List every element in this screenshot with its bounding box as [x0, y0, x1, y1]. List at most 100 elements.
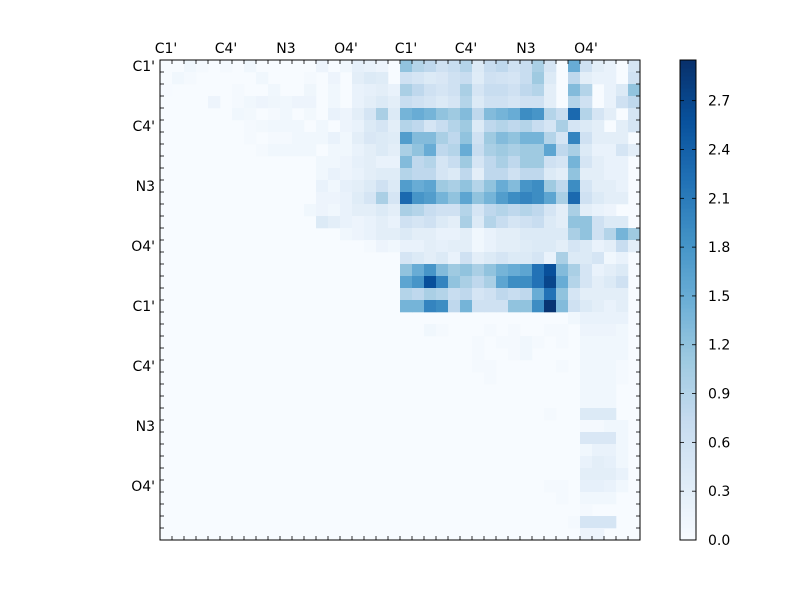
colorbar-tick-label: 1.2	[708, 338, 730, 354]
heatmap-cell	[604, 240, 617, 253]
heatmap-cell	[580, 312, 593, 325]
heatmap-cell	[484, 216, 497, 229]
colorbar-segment	[680, 268, 696, 273]
heatmap-cell	[580, 516, 593, 529]
heatmap-cell	[328, 108, 341, 121]
heatmap-cell	[436, 60, 449, 73]
heatmap-cell	[520, 300, 533, 313]
heatmap-cell	[556, 120, 569, 133]
heatmap-cell	[496, 228, 509, 241]
heatmap-cell	[436, 84, 449, 97]
heatmap-cell	[340, 168, 353, 181]
heatmap-cell	[280, 96, 293, 109]
heatmap-cell	[580, 528, 593, 541]
heatmap-cell	[364, 120, 377, 133]
heatmap-cell	[436, 168, 449, 181]
heatmap-cell	[376, 72, 389, 85]
heatmap-cell	[556, 144, 569, 157]
heatmap-cell	[496, 168, 509, 181]
heatmap-cell	[568, 192, 581, 205]
heatmap-cell	[484, 324, 497, 337]
heatmap-cell	[604, 468, 617, 481]
heatmap-cell	[556, 132, 569, 145]
heatmap-cell	[388, 156, 401, 169]
colorbar-segment	[680, 288, 696, 293]
heatmap-cell	[364, 168, 377, 181]
heatmap-cell	[316, 132, 329, 145]
colorbar-tick-label: 0.6	[708, 435, 730, 451]
heatmap-cell	[448, 84, 461, 97]
heatmap-cell	[628, 228, 641, 241]
heatmap-cell	[592, 480, 605, 493]
heatmap-cell	[400, 240, 413, 253]
heatmap-cell	[436, 192, 449, 205]
colorbar-segment	[680, 308, 696, 313]
heatmap-cell	[508, 288, 521, 301]
heatmap-cell	[580, 384, 593, 397]
heatmap-cell	[532, 156, 545, 169]
heatmap-cell	[496, 216, 509, 229]
colorbar-segment	[680, 408, 696, 413]
heatmap-cell	[340, 60, 353, 73]
heatmap-cell	[496, 132, 509, 145]
heatmap-cell	[388, 228, 401, 241]
heatmap-cell	[460, 252, 473, 265]
heatmap-cell	[424, 84, 437, 97]
heatmap-cell	[592, 144, 605, 157]
colorbar-segment	[680, 332, 696, 337]
heatmap-cell	[184, 60, 197, 73]
colorbar-segment	[680, 152, 696, 157]
heatmap-cell	[604, 144, 617, 157]
heatmap-cell	[544, 228, 557, 241]
heatmap-cell	[580, 504, 593, 517]
heatmap-cell	[628, 240, 641, 253]
heatmap-cell	[280, 144, 293, 157]
heatmap-cell	[472, 144, 485, 157]
heatmap-cell	[424, 252, 437, 265]
heatmap-cell	[508, 96, 521, 109]
heatmap-cell	[328, 192, 341, 205]
heatmap-cell	[352, 144, 365, 157]
colorbar-segment	[680, 476, 696, 481]
colorbar-segment	[680, 184, 696, 189]
heatmap-cell	[376, 144, 389, 157]
colorbar-segment	[680, 468, 696, 473]
heatmap-cell	[604, 444, 617, 457]
heatmap-cell	[436, 276, 449, 289]
colorbar-segment	[680, 160, 696, 165]
heatmap-cell	[592, 108, 605, 121]
heatmap-cell	[292, 120, 305, 133]
heatmap-cell	[580, 480, 593, 493]
heatmap-cell	[484, 120, 497, 133]
heatmap-cell	[364, 216, 377, 229]
heatmap-cell	[412, 180, 425, 193]
heatmap-cell	[604, 228, 617, 241]
heatmap-cell	[580, 264, 593, 277]
heatmap-cell	[592, 228, 605, 241]
heatmap-cell	[604, 132, 617, 145]
heatmap-cell	[460, 96, 473, 109]
heatmap-cell	[508, 60, 521, 73]
heatmap-cell	[556, 300, 569, 313]
heatmap-cell	[436, 96, 449, 109]
heatmap-cell	[184, 72, 197, 85]
heatmap-cells	[160, 60, 641, 541]
heatmap-cell	[352, 132, 365, 145]
heatmap-cell	[508, 132, 521, 145]
heatmap-cell	[340, 120, 353, 133]
colorbar-segment	[680, 132, 696, 137]
heatmap-cell	[580, 228, 593, 241]
heatmap-cell	[340, 132, 353, 145]
heatmap-cell	[388, 180, 401, 193]
colorbar-segment	[680, 280, 696, 285]
colorbar-segment	[680, 292, 696, 297]
colorbar-segment	[680, 488, 696, 493]
heatmap-cell	[484, 276, 497, 289]
colorbar-segment	[680, 104, 696, 109]
heatmap-cell	[304, 144, 317, 157]
heatmap-cell	[412, 216, 425, 229]
heatmap-cell	[604, 480, 617, 493]
colorbar-segment	[680, 80, 696, 85]
colorbar-segment	[680, 96, 696, 101]
colorbar-segment	[680, 120, 696, 125]
